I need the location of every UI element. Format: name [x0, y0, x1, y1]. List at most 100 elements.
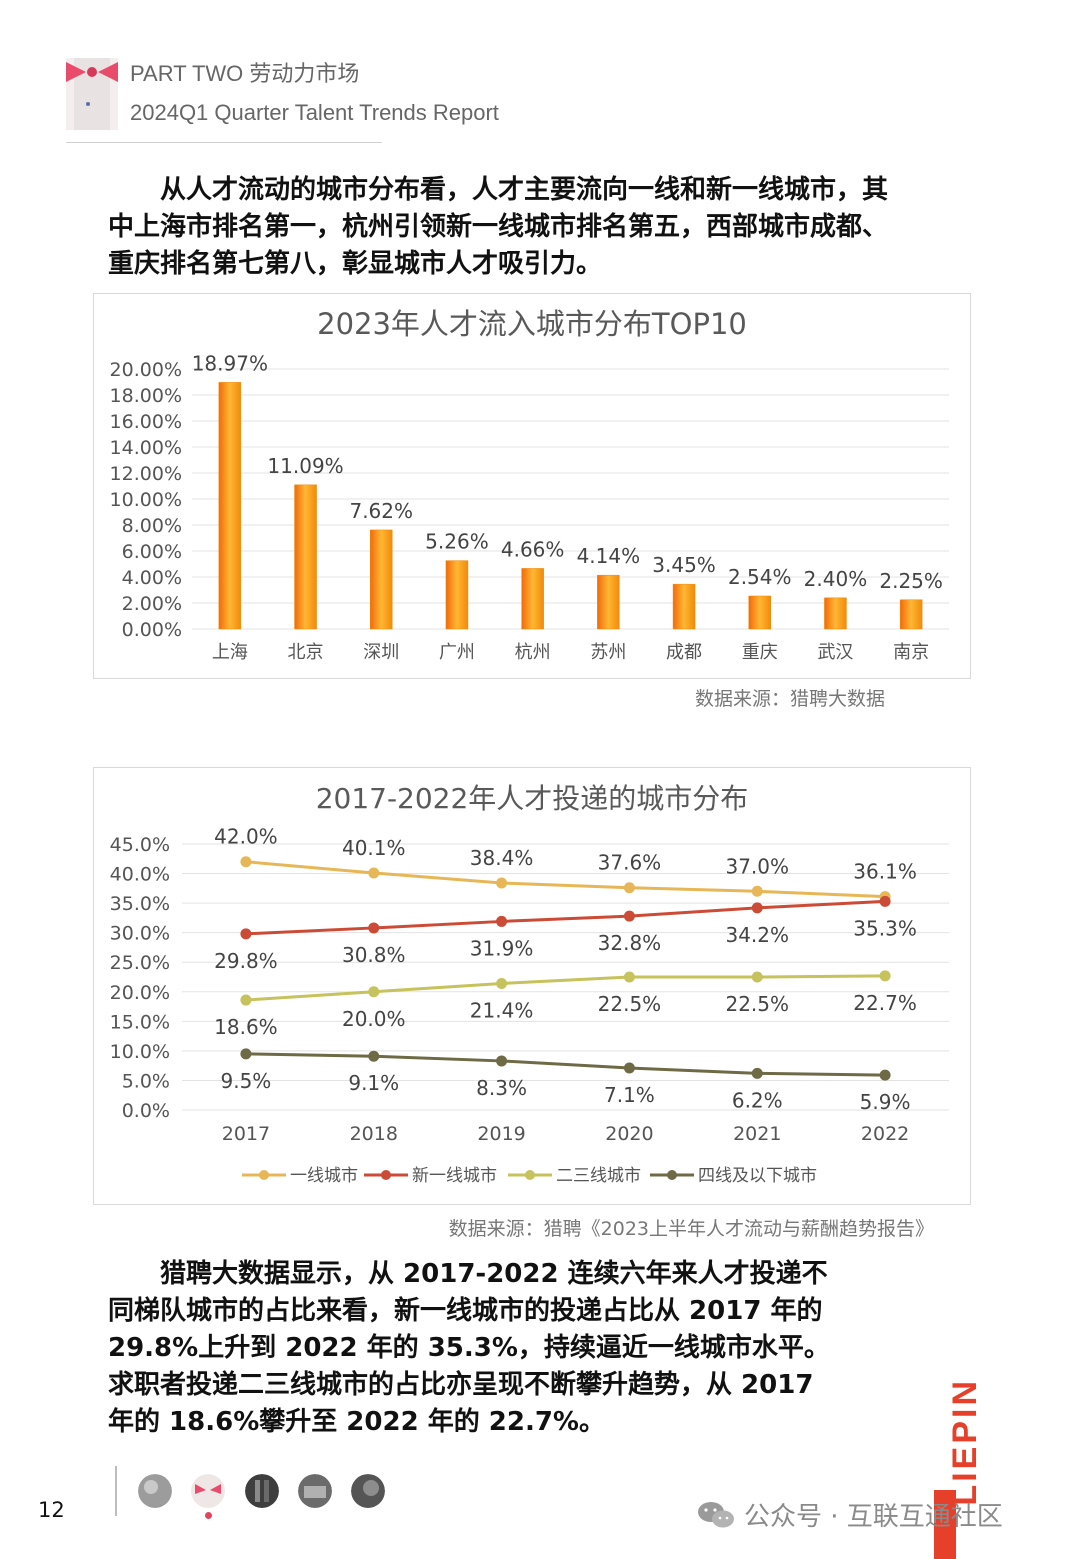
data-point	[879, 1069, 891, 1081]
point-data-label: 29.8%	[214, 949, 278, 973]
data-point	[879, 895, 891, 907]
legend-label: 四线及以下城市	[698, 1166, 817, 1186]
bar-chart-panel: 2023年人才流入城市分布TOP10 0.00% 2.00% 4.00% 6.00% 8…	[93, 293, 971, 679]
point-data-label: 7.1%	[604, 1083, 655, 1107]
data-point	[368, 986, 380, 998]
summary-line: 猎聘大数据显示，从 2017-2022 连续六年来人才投递不	[108, 1259, 828, 1289]
x-tick-label: 杭州	[515, 642, 551, 663]
footer-thumbnail	[351, 1474, 385, 1508]
data-point	[240, 994, 252, 1006]
y-tick-label: 25.0%	[110, 952, 170, 974]
point-data-label: 9.5%	[221, 1069, 272, 1093]
legend-item: 四线及以下城市	[650, 1166, 817, 1186]
data-point	[496, 877, 508, 889]
chart2-source: 数据来源：猎聘《2023上半年人才流动与薪酬趋势报告》	[448, 1218, 934, 1240]
footer-thumbnail	[298, 1474, 332, 1508]
legend-item: 二三线城市	[508, 1166, 641, 1186]
chart1-source: 数据来源：猎聘大数据	[694, 688, 885, 710]
bar-data-label: 7.62%	[349, 499, 413, 523]
x-tick-label: 南京	[893, 642, 929, 663]
series-group: 18.6% 20.0% 21.4% 22.5% 22.5% 22.7%	[214, 970, 917, 1039]
legend-label: 一线城市	[290, 1166, 358, 1186]
bar	[597, 574, 620, 630]
point-data-label: 5.9%	[860, 1090, 911, 1114]
point-data-label: 20.0%	[342, 1007, 406, 1031]
line-chart: 2017-2022年人才投递的城市分布 0.0% 5.0% 10.0% 15.0% 20…	[110, 782, 949, 1186]
point-data-label: 6.2%	[732, 1088, 783, 1112]
footer-divider	[115, 1466, 117, 1516]
point-data-label: 22.5%	[725, 992, 789, 1016]
page-number: 12	[38, 1498, 65, 1522]
point-data-label: 18.6%	[214, 1015, 278, 1039]
x-tick-label: 2020	[605, 1123, 653, 1145]
series-group: 29.8% 30.8% 31.9% 32.8% 34.2% 35.3%	[214, 895, 917, 973]
y-tick-label: 2.00%	[122, 593, 182, 615]
bar-data-label: 4.14%	[577, 544, 641, 568]
data-point	[751, 971, 763, 983]
x-tick-label: 2018	[350, 1123, 398, 1145]
intro-paragraph: 从人才流动的城市分布看，人才主要流向一线和新一线城市，其 中上海市排名第一，杭州…	[108, 172, 968, 283]
section-label: PART TWO 劳动力市场	[130, 61, 360, 86]
x-tick-label: 2019	[477, 1123, 525, 1145]
summary-line: 29.8%上升到 2022 年的 35.3%，持续逼近一线城市水平。	[108, 1333, 830, 1363]
y-tick-label: 30.0%	[110, 923, 170, 945]
brand-accent-bar	[934, 1490, 956, 1559]
data-point	[751, 885, 763, 897]
data-point	[368, 922, 380, 934]
summary-line: 求职者投递二三线城市的占比亦呈现不断攀升趋势，从 2017	[108, 1370, 814, 1400]
bar-data-label: 18.97%	[192, 351, 268, 375]
series-group: 42.0% 40.1% 38.4% 37.6% 37.0% 36.1%	[214, 825, 917, 903]
y-tick-label: 16.00%	[110, 411, 182, 433]
x-tick-label: 北京	[288, 642, 324, 663]
data-point	[623, 1062, 635, 1074]
bar-data-label: 2.40%	[804, 567, 868, 591]
x-tick-label: 广州	[439, 642, 475, 663]
header-divider	[66, 142, 382, 143]
data-point	[623, 882, 635, 894]
point-data-label: 40.1%	[342, 836, 406, 860]
brand-logo-text: LIEPIN	[946, 1378, 984, 1506]
data-point	[751, 1067, 763, 1079]
point-data-label: 38.4%	[470, 846, 534, 870]
y-tick-label: 6.00%	[122, 541, 182, 563]
data-point	[240, 1048, 252, 1060]
summary-line: 同梯队城市的占比来看，新一线城市的投递占比从 2017 年的	[108, 1296, 823, 1326]
y-tick-label: 10.0%	[110, 1041, 170, 1063]
legend-item: 新一线城市	[364, 1166, 497, 1186]
bar-data-label: 3.45%	[652, 553, 716, 577]
point-data-label: 36.1%	[853, 860, 917, 884]
data-point	[368, 1050, 380, 1062]
point-data-label: 30.8%	[342, 943, 406, 967]
x-tick-label: 深圳	[363, 642, 399, 663]
y-tick-label: 5.0%	[122, 1070, 170, 1092]
y-tick-label: 10.00%	[110, 489, 182, 511]
legend-swatch-marker	[667, 1170, 677, 1180]
wechat-icon	[698, 1501, 734, 1527]
chart-title: 2023年人才流入城市分布TOP10	[317, 307, 747, 341]
point-data-label: 34.2%	[725, 923, 789, 947]
y-tick-label: 8.00%	[122, 515, 182, 537]
y-tick-label: 15.0%	[110, 1011, 170, 1033]
legend-label: 二三线城市	[556, 1166, 641, 1186]
intro-line: 从人才流动的城市分布看，人才主要流向一线和新一线城市，其	[108, 175, 889, 205]
data-point	[368, 867, 380, 879]
legend-swatch-marker	[259, 1170, 269, 1180]
series-line	[245, 860, 886, 899]
intro-line: 重庆排名第七第八，彰显城市人才吸引力。	[108, 249, 603, 279]
data-point	[240, 928, 252, 940]
bar	[824, 597, 847, 630]
y-tick-label: 4.00%	[122, 567, 182, 589]
footer-thumbnail	[138, 1474, 172, 1508]
point-data-label: 8.3%	[476, 1076, 527, 1100]
data-point	[240, 856, 252, 868]
bar-chart: 2023年人才流入城市分布TOP10 0.00% 2.00% 4.00% 6.00% 8…	[110, 307, 949, 663]
line-chart-panel: 2017-2022年人才投递的城市分布 0.0% 5.0% 10.0% 15.0% 20…	[93, 767, 971, 1205]
watermark-text: 公众号 · 互联互通社区	[744, 1502, 1003, 1532]
summary-line: 年的 18.6%攀升至 2022 年的 22.7%。	[108, 1407, 605, 1437]
series-group: 9.5% 9.1% 8.3% 7.1% 6.2% 5.9%	[221, 1048, 911, 1114]
bar	[672, 583, 696, 630]
intro-line: 中上海市排名第一，杭州引领新一线城市排名第五，西部城市成都、	[108, 212, 889, 242]
point-data-label: 32.8%	[598, 931, 662, 955]
bar	[521, 568, 544, 630]
y-tick-label: 45.0%	[110, 834, 170, 856]
